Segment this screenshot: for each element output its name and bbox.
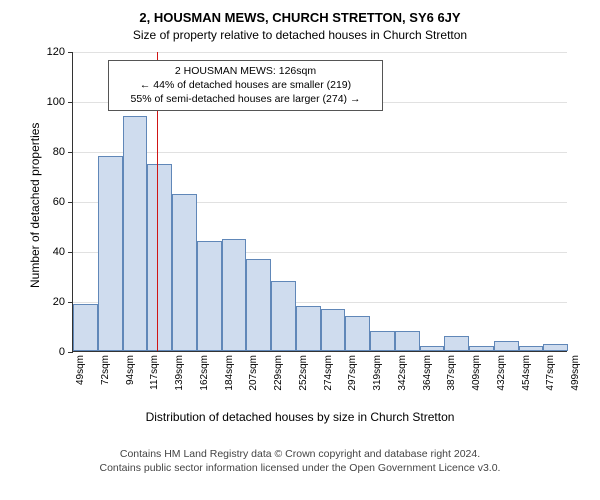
x-tick-label: 117sqm <box>149 355 160 390</box>
y-tick-label: 0 <box>59 346 73 358</box>
x-tick-label: 297sqm <box>347 355 358 391</box>
x-tick-label: 499sqm <box>570 355 581 391</box>
histogram-bar <box>73 304 98 352</box>
x-tick-label: 139sqm <box>174 355 185 391</box>
x-tick-label: 162sqm <box>199 355 210 391</box>
x-axis-label: Distribution of detached houses by size … <box>0 410 600 424</box>
y-axis-label: Number of detached properties <box>28 123 42 288</box>
annotation-line-2: ← 44% of detached houses are smaller (21… <box>117 78 374 92</box>
histogram-bar <box>444 336 469 351</box>
x-tick-label: 184sqm <box>224 355 235 391</box>
histogram-bar <box>197 241 222 351</box>
gridline <box>73 52 567 53</box>
y-tick-label: 40 <box>53 246 73 258</box>
histogram-bar <box>345 316 370 351</box>
histogram-bar <box>147 164 172 352</box>
chart-container: 2, HOUSMAN MEWS, CHURCH STRETTON, SY6 6J… <box>0 0 600 500</box>
histogram-bar <box>123 116 148 351</box>
histogram-bar <box>296 306 321 351</box>
x-tick-label: 229sqm <box>273 355 284 391</box>
histogram-bar <box>321 309 346 352</box>
x-tick-label: 319sqm <box>372 355 383 391</box>
x-tick-label: 409sqm <box>471 355 482 391</box>
x-tick-label: 342sqm <box>397 355 408 391</box>
footer: Contains HM Land Registry data © Crown c… <box>0 448 600 475</box>
footer-line-1: Contains HM Land Registry data © Crown c… <box>0 448 600 462</box>
y-tick-label: 60 <box>53 196 73 208</box>
histogram-bar <box>370 331 395 351</box>
histogram-bar <box>469 346 494 351</box>
y-tick-label: 20 <box>53 296 73 308</box>
x-tick-label: 387sqm <box>446 355 457 391</box>
x-tick-label: 432sqm <box>496 355 507 391</box>
histogram-bar <box>271 281 296 351</box>
histogram-bar <box>395 331 420 351</box>
annotation-box: 2 HOUSMAN MEWS: 126sqm ← 44% of detached… <box>108 60 383 111</box>
title-main: 2, HOUSMAN MEWS, CHURCH STRETTON, SY6 6J… <box>0 10 600 25</box>
histogram-bar <box>172 194 197 352</box>
annotation-line-1: 2 HOUSMAN MEWS: 126sqm <box>117 64 374 78</box>
y-tick-label: 80 <box>53 146 73 158</box>
x-tick-label: 274sqm <box>323 355 334 391</box>
title-sub: Size of property relative to detached ho… <box>0 28 600 42</box>
y-tick-label: 100 <box>47 96 73 108</box>
annotation-line-3: 55% of semi-detached houses are larger (… <box>117 92 374 106</box>
x-tick-label: 252sqm <box>298 355 309 391</box>
x-tick-label: 477sqm <box>545 355 556 391</box>
x-tick-label: 364sqm <box>422 355 433 391</box>
histogram-bar <box>246 259 271 352</box>
histogram-bar <box>222 239 247 352</box>
x-tick-label: 72sqm <box>100 355 111 385</box>
footer-line-2: Contains public sector information licen… <box>0 462 600 476</box>
histogram-bar <box>519 346 544 351</box>
x-tick-label: 207sqm <box>248 355 259 391</box>
histogram-bar <box>494 341 519 351</box>
x-tick-label: 454sqm <box>521 355 532 391</box>
histogram-bar <box>98 156 123 351</box>
x-tick-label: 49sqm <box>75 355 86 385</box>
y-tick-label: 120 <box>47 46 73 58</box>
x-tick-label: 94sqm <box>125 355 136 385</box>
histogram-bar <box>420 346 445 351</box>
histogram-bar <box>543 344 568 352</box>
